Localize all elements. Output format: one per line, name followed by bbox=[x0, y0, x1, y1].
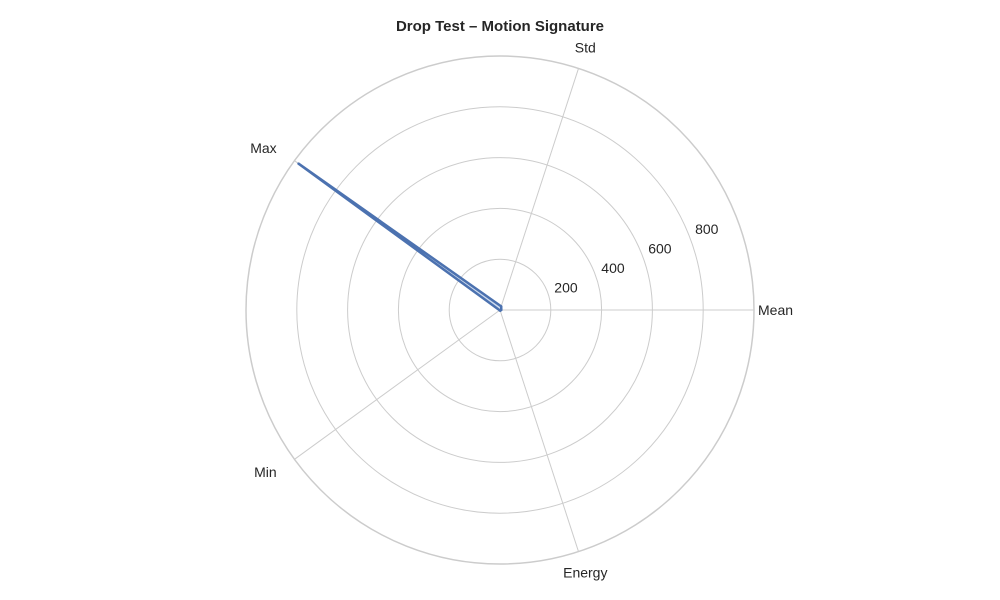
chart-title: Drop Test – Motion Signature bbox=[396, 18, 604, 35]
spoke-min bbox=[294, 309, 501, 460]
series-polygon-0 bbox=[297, 162, 503, 312]
polar-grid bbox=[245, 55, 755, 565]
data-point-energy bbox=[499, 309, 502, 312]
axis-label-mean: Mean bbox=[758, 302, 793, 318]
series-layer bbox=[297, 162, 503, 312]
axis-label-std: Std bbox=[575, 40, 596, 56]
tick-label-800: 800 bbox=[695, 221, 719, 237]
axis-label-energy: Energy bbox=[563, 565, 607, 581]
label-layer: Mean Std Max Min Energy 200 400 600 800 bbox=[250, 40, 793, 581]
tick-label-400: 400 bbox=[601, 260, 625, 276]
spoke-energy bbox=[499, 309, 579, 552]
tick-label-600: 600 bbox=[648, 241, 672, 257]
data-point-max bbox=[297, 162, 300, 165]
spoke-std bbox=[499, 68, 579, 311]
axis-label-max: Max bbox=[250, 140, 276, 156]
axis-label-min: Min bbox=[254, 464, 277, 480]
tick-label-200: 200 bbox=[554, 280, 578, 296]
data-point-std bbox=[500, 305, 503, 308]
